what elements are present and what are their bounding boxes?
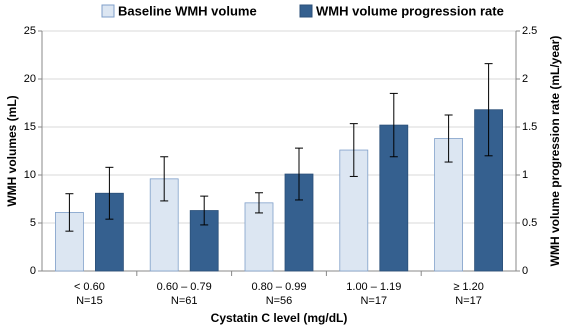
legend-swatch [299,4,313,18]
x-tick-count: N=17 [455,295,482,307]
y2-tick-label: 2 [522,73,528,85]
x-tick-count: N=17 [360,295,387,307]
y-tick-label: 20 [24,73,36,85]
y2-tick-label: 2.5 [522,25,537,37]
legend-swatch [101,4,115,18]
y-tick-label: 25 [24,25,36,37]
legend-label: WMH volume progression rate [316,3,504,18]
x-tick-label: < 0.60 [74,281,105,293]
x-tick-count: N=15 [76,295,103,307]
y-tick-label: 10 [24,169,36,181]
x-tick-count: N=56 [266,295,293,307]
x-tick-count: N=61 [171,295,198,307]
y2-tick-label: 1.5 [522,121,537,133]
y-tick-label: 15 [24,121,36,133]
x-axis-title: Cystatin C level (mg/dL) [211,311,348,325]
y-axis-title: WMH volumes (mL) [5,95,19,206]
y2-tick-label: 0.5 [522,217,537,229]
y2-tick-label: 1 [522,169,528,181]
x-tick-label: ≥ 1.20 [453,281,484,293]
x-tick-label: 0.80 – 0.99 [251,281,306,293]
y2-tick-label: 0 [522,265,528,277]
y-tick-label: 5 [30,217,36,229]
x-tick-label: 0.60 – 0.79 [157,281,212,293]
legend-label: Baseline WMH volume [118,3,257,18]
x-tick-label: 1.00 – 1.19 [346,281,401,293]
y-tick-label: 0 [30,265,36,277]
y2-axis-title: WMH volume progression rate (mL/year) [548,36,562,267]
